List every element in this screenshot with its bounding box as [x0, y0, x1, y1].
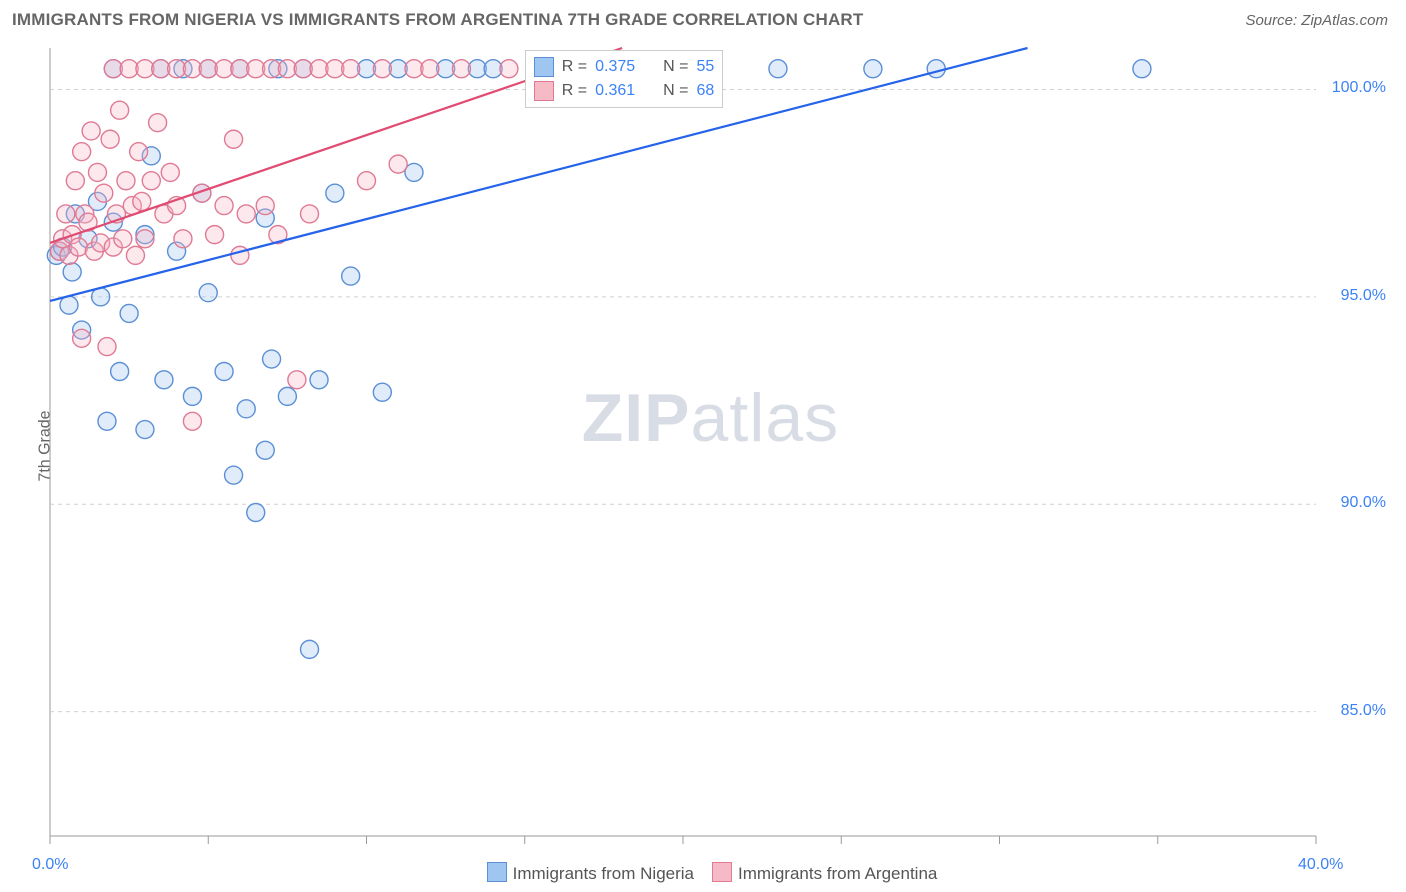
legend-swatch	[534, 81, 554, 101]
legend-n-label: N =	[663, 79, 688, 103]
legend-series-label: Immigrants from Argentina	[738, 864, 937, 883]
legend-series-label: Immigrants from Nigeria	[513, 864, 694, 883]
legend-row: R = 0.375 N = 55	[534, 55, 715, 79]
legend-n-value: 68	[696, 79, 714, 103]
scatter-chart	[0, 0, 1406, 892]
y-tick-label: 95.0%	[1326, 287, 1386, 305]
y-axis-label: 7th Grade	[37, 410, 55, 481]
legend-r-label: R =	[562, 79, 587, 103]
y-tick-label: 90.0%	[1326, 494, 1386, 512]
x-tick-label: 0.0%	[32, 856, 68, 874]
y-tick-label: 100.0%	[1326, 79, 1386, 97]
legend-row: R = 0.361 N = 68	[534, 79, 715, 103]
source-attribution: Source: ZipAtlas.com	[1245, 12, 1388, 29]
legend-swatch	[487, 862, 507, 882]
legend-r-value: 0.375	[595, 55, 635, 79]
legend-n-value: 55	[696, 55, 714, 79]
legend-r-value: 0.361	[595, 79, 635, 103]
y-tick-label: 85.0%	[1326, 702, 1386, 720]
legend-n-label: N =	[663, 55, 688, 79]
chart-title: IMMIGRANTS FROM NIGERIA VS IMMIGRANTS FR…	[12, 10, 1394, 38]
legend-swatch	[534, 57, 554, 77]
legend-r-label: R =	[562, 55, 587, 79]
legend-swatch	[712, 862, 732, 882]
x-tick-label: 40.0%	[1298, 856, 1343, 874]
series-legend: Immigrants from Nigeria Immigrants from A…	[0, 862, 1406, 884]
correlation-legend: R = 0.375 N = 55 R = 0.361 N = 68	[525, 50, 724, 108]
